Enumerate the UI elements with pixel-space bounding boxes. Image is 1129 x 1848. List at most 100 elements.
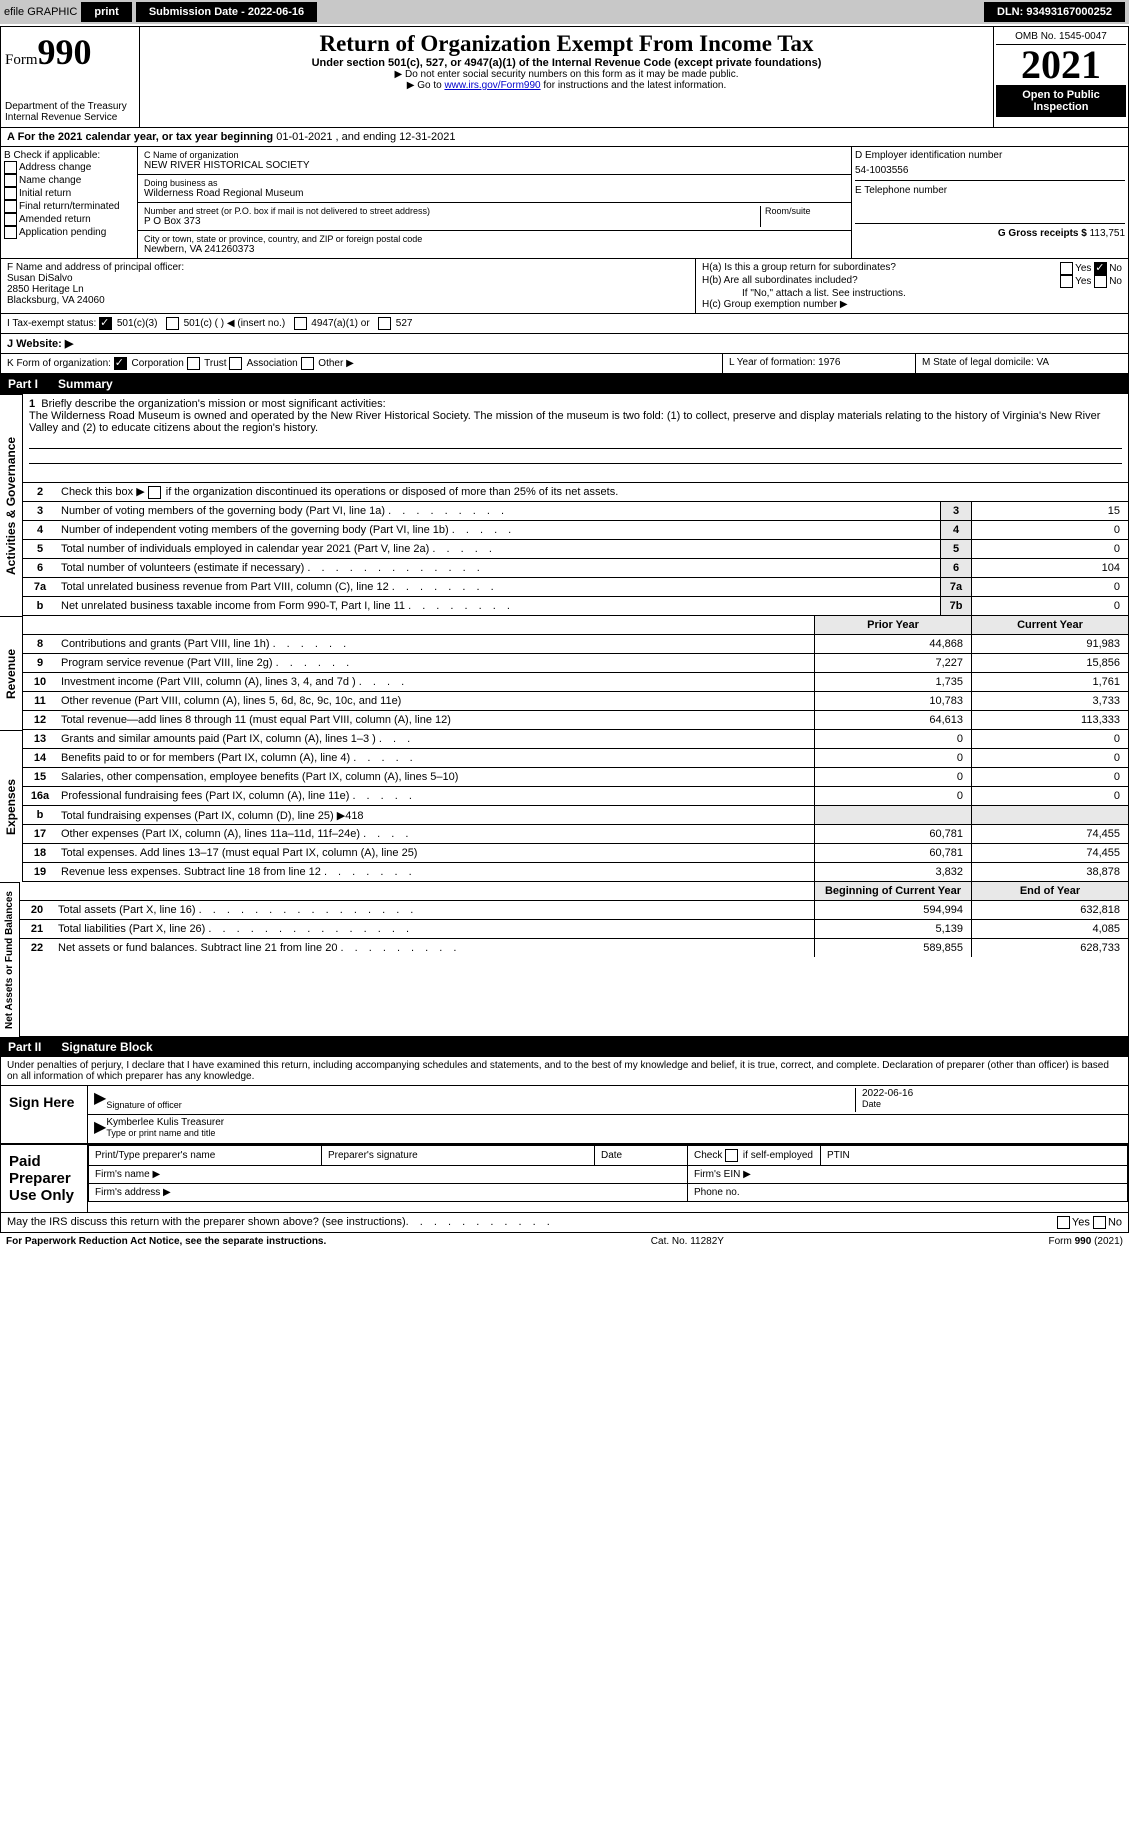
l12-c: 113,333 — [971, 711, 1128, 729]
l19-c: 38,878 — [971, 863, 1128, 881]
l13-text: Grants and similar amounts paid (Part IX… — [61, 733, 376, 745]
dba-row: Doing business as Wilderness Road Region… — [138, 175, 851, 203]
l18-text: Total expenses. Add lines 13–17 (must eq… — [61, 847, 417, 859]
name-title-val: Kymberlee Kulis Treasurer — [106, 1117, 1122, 1128]
mission-text: The Wilderness Road Museum is owned and … — [29, 410, 1100, 434]
l7a-box: 7a — [940, 578, 971, 596]
l15-text: Salaries, other compensation, employee b… — [61, 771, 458, 783]
ha-yesno[interactable]: Yes No — [1060, 262, 1122, 275]
ha-label: H(a) Is this a group return for subordin… — [702, 262, 972, 275]
bal-section: Net Assets or Fund Balances Beginning of… — [0, 882, 1129, 1037]
ein-label: D Employer identification number — [855, 150, 1125, 161]
goto-note: ▶ Go to www.irs.gov/Form990 for instruct… — [144, 80, 989, 91]
hdr-current: Current Year — [971, 616, 1128, 634]
chk-pending[interactable]: Application pending — [4, 226, 134, 239]
l7a-num: 7a — [23, 579, 57, 595]
l5-text: Total number of individuals employed in … — [61, 543, 429, 555]
chk-4947[interactable] — [294, 317, 307, 330]
l21-text: Total liabilities (Part X, line 26) — [58, 923, 205, 935]
chk-final[interactable]: Final return/terminated — [4, 200, 134, 213]
chk-corp[interactable] — [114, 357, 127, 370]
line-17: 17Other expenses (Part IX, column (A), l… — [23, 825, 1128, 844]
paid-table: Print/Type preparer's name Preparer's si… — [88, 1145, 1128, 1202]
l20-num: 20 — [20, 902, 54, 918]
discuss-text: May the IRS discuss this return with the… — [7, 1216, 406, 1229]
l6-num: 6 — [23, 560, 57, 576]
irs-link[interactable]: www.irs.gov/Form990 — [444, 80, 540, 91]
form-id-block: Form990 Department of the Treasury Inter… — [1, 27, 140, 127]
l8-p: 44,868 — [814, 635, 971, 653]
l20-c: 632,818 — [971, 901, 1128, 919]
l14-p: 0 — [814, 749, 971, 767]
lbl-assoc: Association — [247, 358, 298, 369]
yearform-label: L Year of formation: — [729, 357, 818, 368]
line-13: 13Grants and similar amounts paid (Part … — [23, 730, 1128, 749]
officer-name: Susan DiSalvo — [7, 273, 689, 284]
l2-post: if the organization discontinued its ope… — [163, 486, 619, 498]
firm-addr: Firm's address ▶ — [89, 1184, 688, 1202]
l9-num: 9 — [23, 655, 57, 671]
paid-label: Paid Preparer Use Only — [1, 1145, 88, 1212]
city-row: City or town, state or province, country… — [138, 231, 851, 258]
l5-val: 0 — [971, 540, 1128, 558]
discuss-yesno[interactable]: Yes No — [1057, 1216, 1122, 1229]
chk-501c3[interactable] — [99, 317, 112, 330]
officer-addr2: Blacksburg, VA 24060 — [7, 295, 689, 306]
chk-527[interactable] — [378, 317, 391, 330]
box-h: H(a) Is this a group return for subordin… — [696, 259, 1128, 313]
hdr-end: End of Year — [971, 882, 1128, 900]
chk-initial[interactable]: Initial return — [4, 187, 134, 200]
line-19: 19Revenue less expenses. Subtract line 1… — [23, 863, 1128, 881]
paid-h4[interactable]: Check if self-employed — [688, 1146, 821, 1166]
hdr-begin: Beginning of Current Year — [814, 882, 971, 900]
l3-text: Number of voting members of the governin… — [61, 505, 385, 517]
box-d-e-g: D Employer identification number 54-1003… — [851, 147, 1128, 258]
sig-date-col: 2022-06-16 Date — [856, 1088, 1122, 1112]
box-c: C Name of organization NEW RIVER HISTORI… — [138, 147, 851, 258]
chk-other[interactable] — [301, 357, 314, 370]
l21-num: 21 — [20, 921, 54, 937]
period-begin: 01-01-2021 — [276, 131, 332, 143]
org-name: NEW RIVER HISTORICAL SOCIETY — [144, 160, 845, 171]
irs-label: Internal Revenue Service — [5, 112, 135, 123]
line-11: 11Other revenue (Part VIII, column (A), … — [23, 692, 1128, 711]
chk-name[interactable]: Name change — [4, 174, 134, 187]
chk-amended[interactable]: Amended return — [4, 213, 134, 226]
chk-address[interactable]: Address change — [4, 161, 134, 174]
firm-name: Firm's name ▶ — [89, 1166, 688, 1184]
gov-label: Activities & Governance — [0, 394, 23, 616]
ein-val: 54-1003556 — [855, 161, 1125, 176]
mission-num: 1 — [29, 398, 35, 410]
l4-num: 4 — [23, 522, 57, 538]
part1-header: Part I Summary — [0, 374, 1129, 394]
l2-check[interactable] — [148, 486, 161, 499]
l4-val: 0 — [971, 521, 1128, 539]
line-20: 20Total assets (Part X, line 16) . . . .… — [20, 901, 1128, 920]
l16a-p: 0 — [814, 787, 971, 805]
footer-mid: Cat. No. 11282Y — [651, 1236, 724, 1247]
l5-box: 5 — [940, 540, 971, 558]
line-12: 12Total revenue—add lines 8 through 11 (… — [23, 711, 1128, 729]
formorg-label: K Form of organization: — [7, 358, 111, 369]
footer: For Paperwork Reduction Act Notice, see … — [0, 1233, 1129, 1250]
chk-assoc[interactable] — [229, 357, 242, 370]
gross-val: 113,751 — [1090, 228, 1125, 239]
hb-yesno[interactable]: Yes No — [1060, 275, 1122, 288]
l15-c: 0 — [971, 768, 1128, 786]
l8-num: 8 — [23, 636, 57, 652]
mission-block: 1 Briefly describe the organization's mi… — [23, 394, 1128, 483]
print-button[interactable]: print — [81, 2, 131, 22]
form-number: 990 — [38, 32, 92, 72]
l22-p: 589,855 — [814, 939, 971, 957]
paid-h5: PTIN — [821, 1146, 1128, 1166]
l5-num: 5 — [23, 541, 57, 557]
chk-501c[interactable] — [166, 317, 179, 330]
l9-text: Program service revenue (Part VIII, line… — [61, 657, 273, 669]
period-mid: , and ending — [336, 131, 400, 143]
form-title: Return of Organization Exempt From Incom… — [144, 31, 989, 57]
lbl-corp: Corporation — [132, 358, 184, 369]
footer-right: Form 990 (2021) — [1049, 1236, 1123, 1247]
l17-num: 17 — [23, 826, 57, 842]
city-val: Newbern, VA 241260373 — [144, 244, 845, 255]
chk-trust[interactable] — [187, 357, 200, 370]
